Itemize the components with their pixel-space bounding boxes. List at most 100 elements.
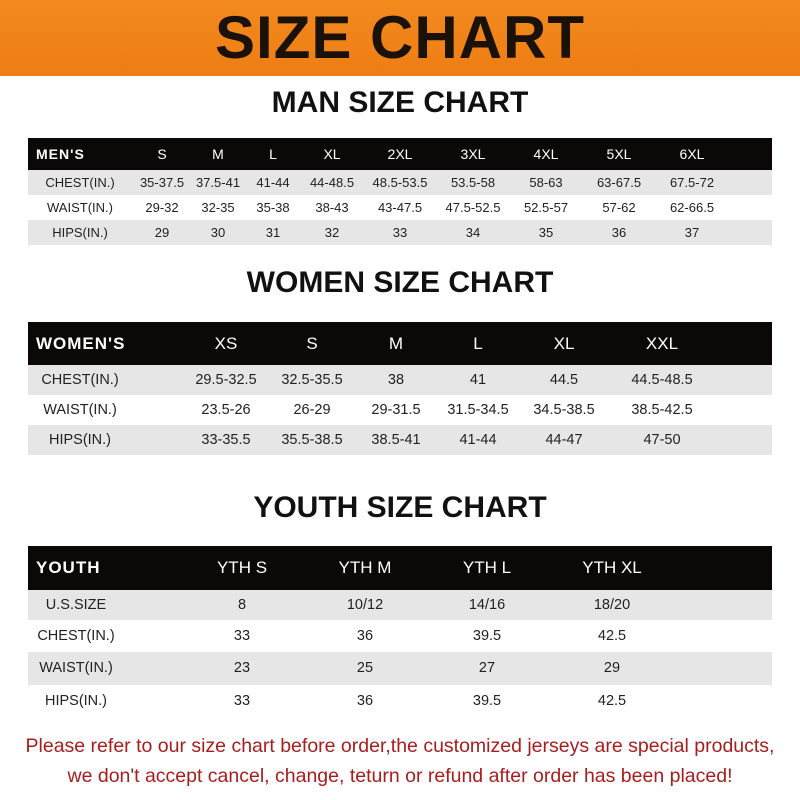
table-cell: 52.5-57 — [523, 200, 569, 215]
table-cell: 44.5-48.5 — [631, 372, 693, 388]
size-column-header: M — [388, 334, 404, 353]
row-label: CHEST(IN.) — [41, 372, 119, 388]
table-row: WAIST(IN.) 23.5-26 26-29 29-31.5 31.5-34.5 34… — [28, 395, 772, 425]
table-cell: 44-47 — [545, 432, 583, 448]
table-header-row: WOMEN'S XS S M L XL XXL — [28, 322, 772, 365]
women-chart-title: WOMEN SIZE CHART — [246, 266, 554, 299]
table-cell: 32-35 — [201, 200, 235, 215]
youth-chart-title: YOUTH SIZE CHART — [253, 491, 547, 524]
row-label: WAIST(IN.) — [43, 402, 117, 418]
size-column-header: YTH S — [216, 558, 268, 577]
row-label: CHEST(IN.) — [37, 628, 115, 644]
size-column-header: 6XL — [679, 146, 705, 162]
table-cell: 38.5-42.5 — [631, 402, 693, 418]
table-cell: 27 — [478, 660, 496, 676]
size-column-header: 3XL — [460, 146, 486, 162]
table-cell: 36 — [356, 628, 374, 644]
table-cell: 57-62 — [602, 200, 636, 215]
table-cell: 33 — [233, 628, 251, 644]
table-header-label: MEN'S — [36, 146, 85, 162]
banner-title: SIZE CHART — [215, 4, 585, 71]
table-cell: 43-47.5 — [377, 200, 423, 215]
table-cell: 29.5-32.5 — [195, 372, 257, 388]
table-header-label: YOUTH — [36, 558, 101, 577]
row-label: CHEST(IN.) — [45, 175, 115, 190]
table-cell: 36 — [611, 225, 627, 240]
men-chart-title: MAN SIZE CHART — [271, 86, 529, 119]
table-cell: 38 — [387, 372, 405, 388]
table-cell: 33 — [392, 225, 408, 240]
banner: SIZE CHART — [0, 0, 800, 76]
table-cell: 44-48.5 — [309, 175, 355, 190]
table-row: CHEST(IN.) 29.5-32.5 32.5-35.5 38 41 44.5 44.5… — [28, 365, 772, 395]
table-row: WAIST(IN.) 23 25 27 29 — [28, 652, 772, 685]
table-cell: 37.5-41 — [195, 175, 241, 190]
table-cell: 53.5-58 — [450, 175, 496, 190]
table-cell: 23.5-26 — [201, 402, 251, 418]
size-column-header: M — [212, 146, 224, 162]
table-cell: 29 — [603, 660, 621, 676]
table-cell: 31 — [265, 225, 281, 240]
table-cell: 34.5-38.5 — [533, 402, 595, 418]
table-row: WAIST(IN.) 29-32 32-35 35-38 38-43 43-47.5 47.… — [28, 195, 772, 220]
size-column-header: YTH M — [338, 558, 392, 577]
table-cell: 35-38 — [256, 200, 290, 215]
table-cell: 39.5 — [472, 628, 502, 644]
table-header-row: YOUTH YTH S YTH M YTH L YTH XL — [28, 546, 772, 590]
table-cell: 32.5-35.5 — [281, 372, 343, 388]
table-cell: 35 — [538, 225, 554, 240]
size-column-header: 2XL — [387, 146, 413, 162]
table-cell: 41-44 — [256, 175, 290, 190]
table-row: CHEST(IN.) 33 36 39.5 42.5 — [28, 620, 772, 652]
table-cell: 14/16 — [468, 597, 506, 613]
table-cell: 32 — [324, 225, 340, 240]
table-cell: 29-31.5 — [371, 402, 421, 418]
notice-line-1: Please refer to our size chart before or… — [25, 735, 775, 757]
table-cell: 63-67.5 — [596, 175, 642, 190]
size-column-header: XL — [323, 146, 341, 162]
table-cell: 44.5 — [549, 372, 579, 388]
row-label: WAIST(IN.) — [39, 660, 113, 676]
table-row: HIPS(IN.) 29 30 31 32 33 34 35 36 37 — [28, 220, 772, 245]
table-row: HIPS(IN.) 33 36 39.5 42.5 — [28, 685, 772, 717]
table-cell: 48.5-53.5 — [372, 175, 428, 190]
size-column-header: YTH XL — [582, 558, 642, 577]
table-cell: 31.5-34.5 — [447, 402, 509, 418]
table-cell: 47-50 — [643, 432, 681, 448]
youth-size-table: YOUTH YTH S YTH M YTH L YTH XL U.S.SIZE 8 10/12… — [28, 546, 772, 717]
size-column-header: XXL — [645, 334, 679, 353]
table-cell: 41-44 — [459, 432, 497, 448]
notice-line-2: we don't accept cancel, change, teturn o… — [67, 765, 733, 787]
size-column-header: XS — [214, 334, 238, 353]
table-cell: 29-32 — [145, 200, 179, 215]
size-column-header: 5XL — [606, 146, 632, 162]
table-cell: 42.5 — [597, 628, 627, 644]
size-column-header: 4XL — [533, 146, 559, 162]
table-cell: 29 — [154, 225, 170, 240]
table-cell: 37 — [684, 225, 700, 240]
table-cell: 33 — [233, 693, 251, 709]
table-cell: 18/20 — [593, 597, 631, 613]
table-cell: 10/12 — [346, 597, 384, 613]
table-cell: 8 — [237, 597, 247, 613]
row-label: HIPS(IN.) — [48, 432, 112, 448]
table-cell: 30 — [210, 225, 226, 240]
table-cell: 41 — [469, 372, 487, 388]
women-size-table: WOMEN'S XS S M L XL XXL CHEST(IN.) 29.5-32.5 32.5… — [28, 322, 772, 455]
table-cell: 47.5-52.5 — [445, 200, 501, 215]
size-column-header: S — [157, 146, 167, 162]
table-cell: 34 — [465, 225, 481, 240]
table-cell: 38-43 — [315, 200, 349, 215]
row-label: U.S.SIZE — [45, 597, 107, 613]
size-column-header: L — [473, 334, 483, 353]
size-column-header: XL — [553, 334, 575, 353]
table-cell: 42.5 — [597, 693, 627, 709]
table-cell: 39.5 — [472, 693, 502, 709]
table-cell: 62-66.5 — [669, 200, 715, 215]
row-label: HIPS(IN.) — [44, 693, 108, 709]
table-cell: 26-29 — [293, 402, 331, 418]
table-cell: 25 — [356, 660, 374, 676]
size-column-header: S — [306, 334, 318, 353]
table-cell: 35.5-38.5 — [281, 432, 343, 448]
row-label: WAIST(IN.) — [47, 200, 113, 215]
